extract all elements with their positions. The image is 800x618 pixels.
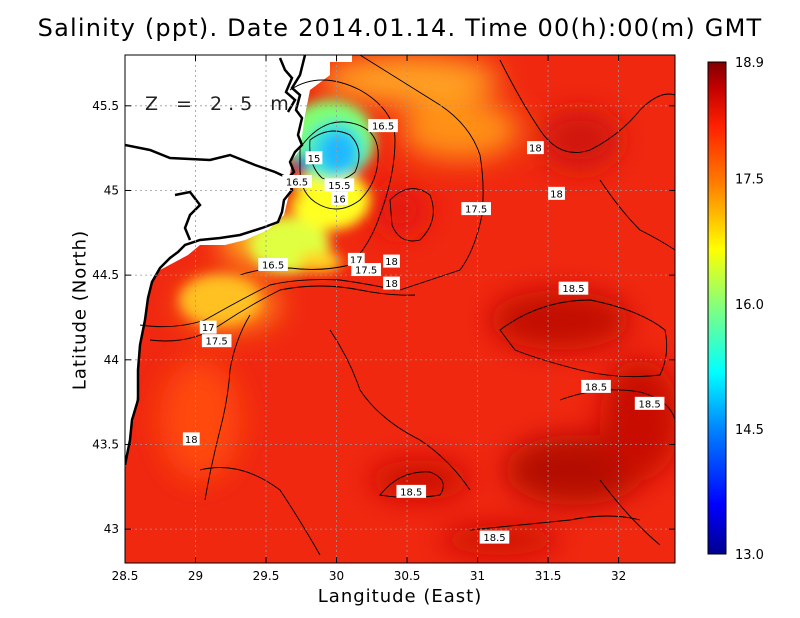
contour-label-text: 18.5 [400,487,422,498]
contour-label-bg [282,175,312,188]
coastline [125,55,307,466]
contour-label-bg [383,254,400,268]
contour-label: 16.5 [258,257,288,271]
contour-label: 18 [182,432,200,446]
contour-label-text: 18.5 [483,533,505,544]
contour-label: 17 [199,320,217,334]
contour-label: 16.5 [282,175,312,189]
contour-label-bg [526,141,544,155]
y-axis-ticks: 43 43.5 44 44.5 45 45.5 [92,99,675,536]
x-tick-label: 30 [329,569,344,583]
contour-label-bg [396,484,427,498]
contour-label-text: 18 [385,279,398,290]
contour-label-bg [182,432,200,446]
contour-label: 17.5 [351,263,381,277]
contour-label: 18 [548,186,565,200]
contour-label: 15.5 [324,178,355,192]
contour-label-bg [199,320,217,334]
x-tick-label: 30.5 [394,569,421,583]
y-tick-label: 44.5 [92,268,119,282]
contour-label-text: 18 [550,189,563,200]
contour-label-text: 15 [308,154,321,165]
contour-label-bg [330,191,348,205]
contour-label-text: 16.5 [372,122,394,133]
contour-label-bg [368,119,398,133]
x-tick-label: 29 [188,569,203,583]
contour-label: 18 [383,276,400,290]
colorbar [707,61,727,555]
contour-label-bg [461,202,491,216]
contour-label: 15 [305,151,323,165]
contour-label: 16 [330,191,348,205]
colorbar-tick-label: 13.0 [735,548,764,563]
contour-label-text: 18.5 [638,399,660,410]
contour-label-bg [479,530,510,544]
plot-frame [124,54,676,564]
contour-label-text: 18 [385,257,398,268]
contour-lines [139,55,675,556]
colorbar-tick-label: 16.0 [735,298,764,313]
depth-label: Z = 2.5 m [145,93,295,115]
contour-label: 17.5 [461,202,491,216]
contour-label: 18 [383,254,400,268]
y-tick-label: 44 [104,353,119,367]
x-axis-ticks: 28.5 29 29.5 30 30.5 31 31.5 32 [112,55,626,583]
x-axis-label: Langitude (East) [317,586,483,607]
x-tick-label: 31 [470,569,485,583]
contour-label-bg [324,178,355,192]
y-tick-label: 43.5 [92,437,119,451]
contour-label-text: 16.5 [286,178,308,189]
contour-label: 16.5 [368,119,398,133]
y-tick-label: 43 [104,522,119,536]
contour-label-text: 17 [350,255,363,266]
colorbar-tick-label: 17.5 [735,173,764,188]
contour-label-bg [581,379,611,393]
colorbar-ticks: 18.9 17.5 16.0 14.5 13.0 [735,56,764,563]
contour-label-text: 18 [185,435,198,446]
contour-label-text: 15.5 [328,181,350,192]
x-tick-label: 28.5 [112,569,139,583]
contour-label: 18.5 [634,396,665,410]
contour-label-text: 16.5 [262,260,284,271]
contour-label: 18.5 [581,379,611,393]
contour-label: 18.5 [396,484,427,498]
contour-label-bg [201,334,232,348]
y-axis-label: Latitude (North) [69,229,91,391]
y-tick-label: 45 [104,183,119,197]
contour-label-text: 18.5 [562,284,584,295]
x-tick-label: 32 [611,569,626,583]
grid-lines [125,55,675,563]
map-title: Salinity (ppt). Date 2014.01.14. Time 00… [37,14,763,42]
contour-label: 18.5 [558,281,589,295]
contour-label-bg [347,252,365,266]
contour-label-text: 17.5 [465,205,487,216]
contour-label-bg [258,257,288,271]
x-tick-label: 31.5 [535,569,562,583]
colorbar-tick-label: 14.5 [735,423,764,438]
contour-label: 17.5 [201,334,232,348]
contour-label: 18 [526,141,544,155]
contour-label-text: 17 [202,323,215,334]
colorbar-tick-label: 18.9 [735,56,764,71]
contour-label-text: 18 [529,144,542,155]
contour-label-bg [351,263,381,277]
contour-label-bg [634,396,665,410]
contour-label-text: 16 [333,194,346,205]
x-tick-label: 29.5 [253,569,280,583]
y-tick-label: 45.5 [92,99,119,113]
contour-label-bg [305,151,323,165]
contour-label-text: 18.5 [585,382,607,393]
contour-label-bg [548,186,565,200]
contour-label: 17 [347,252,365,266]
contour-label-text: 17.5 [206,337,228,348]
contour-label: 18.5 [479,530,510,544]
coastline-detail [125,57,297,241]
contour-label-bg [558,281,589,295]
contour-label-bg [383,276,400,290]
contour-label-text: 17.5 [355,266,377,277]
